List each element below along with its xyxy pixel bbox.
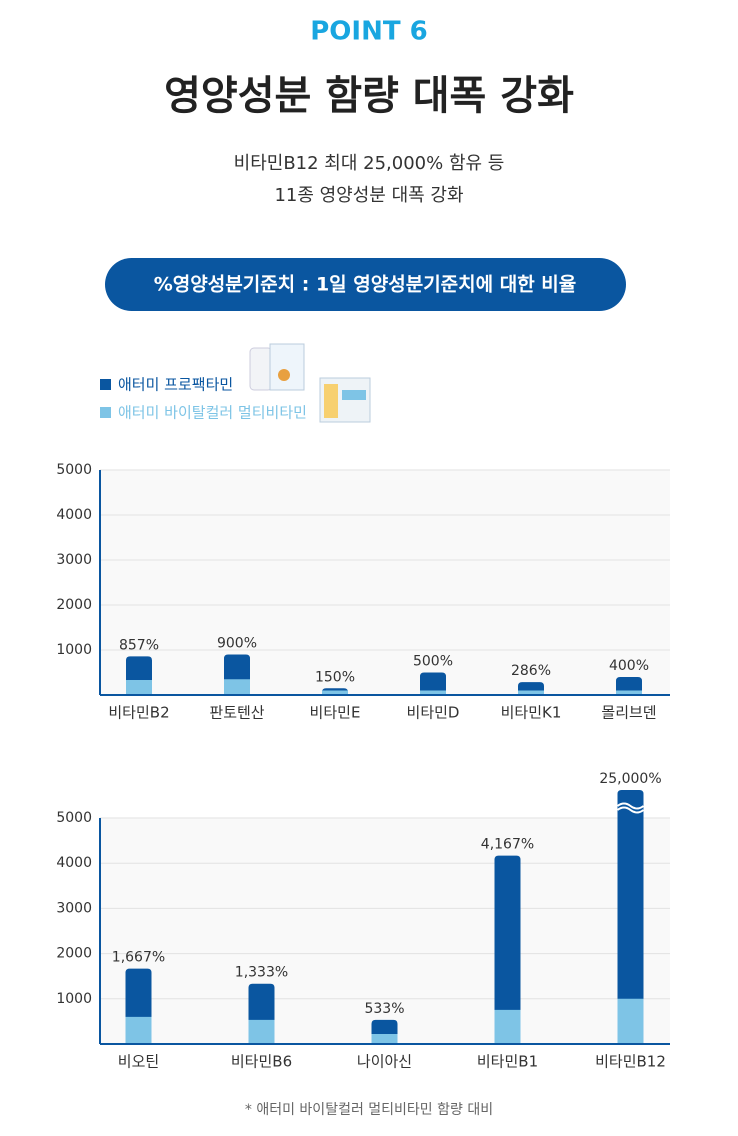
bar [617, 998, 644, 1044]
value-label: 4,167% [481, 837, 534, 853]
y-tick-label: 5000 [56, 462, 92, 478]
x-tick-label: 비타민B12 [595, 1053, 666, 1071]
subtitle: 비타민B12 최대 25,000% 함유 등 [234, 153, 505, 174]
legend-label: 애터미 바이탈컬러 멀티비타민 [118, 404, 307, 422]
x-tick-label: 몰리브덴 [601, 704, 656, 722]
value-label: 900% [217, 636, 257, 652]
banner [105, 258, 626, 311]
y-tick-label: 4000 [56, 507, 92, 523]
bar [224, 679, 250, 695]
point-label: POINT 6 [310, 17, 427, 47]
x-tick-label: 비타민B2 [108, 704, 169, 722]
product-image [249, 343, 305, 391]
x-tick-label: 나이아신 [357, 1053, 412, 1071]
value-label: 150% [315, 669, 355, 685]
value-label: 1,333% [235, 965, 288, 981]
y-tick-label: 3000 [56, 900, 92, 916]
x-tick-label: 비타민E [310, 704, 361, 722]
y-tick-label: 2000 [56, 597, 92, 613]
bar [420, 690, 446, 695]
bar [126, 680, 152, 695]
x-tick-label: 판토텐산 [209, 704, 264, 722]
bar [248, 1019, 275, 1044]
footnote: * 애터미 바이탈컬러 멀티비타민 함량 대비 [245, 1102, 493, 1118]
x-tick-label: 비타민D [407, 704, 460, 722]
banner-text: %영양성분기준치 : 1일 영양성분기준치에 대한 비율 [154, 274, 577, 296]
bar [494, 855, 521, 1044]
value-label: 25,000% [599, 771, 661, 787]
title: 영양성분 함량 대폭 강화 [164, 73, 574, 119]
y-tick-label: 5000 [56, 810, 92, 826]
product-image [319, 377, 371, 423]
legend-label: 애터미 프로팩타민 [118, 376, 233, 394]
bar [371, 1033, 398, 1044]
legend-swatch [100, 379, 111, 390]
bar [616, 690, 642, 695]
x-tick-label: 비타민B6 [231, 1053, 292, 1071]
plot-background [100, 818, 670, 1044]
subtitle: 11종 영양성분 대폭 강화 [274, 185, 463, 206]
value-label: 857% [119, 637, 159, 653]
plot-background [100, 470, 670, 695]
bar [494, 1009, 521, 1044]
y-tick-label: 4000 [56, 855, 92, 871]
value-label: 400% [609, 658, 649, 674]
value-label: 533% [364, 1001, 404, 1017]
bar [322, 690, 348, 695]
x-tick-label: 비타민K1 [501, 704, 562, 722]
bar [420, 672, 446, 695]
y-tick-label: 1000 [56, 991, 92, 1007]
y-tick-label: 2000 [56, 946, 92, 962]
bar [125, 1016, 152, 1044]
legend-swatch [100, 407, 111, 418]
bar [617, 790, 644, 1044]
y-tick-label: 1000 [56, 642, 92, 658]
y-tick-label: 3000 [56, 552, 92, 568]
x-tick-label: 비오틴 [118, 1053, 159, 1071]
value-label: 500% [413, 654, 453, 670]
axis-break [616, 802, 645, 814]
value-label: 286% [511, 663, 551, 679]
value-label: 1,667% [112, 950, 165, 966]
bar [518, 690, 544, 695]
x-tick-label: 비타민B1 [477, 1053, 538, 1071]
